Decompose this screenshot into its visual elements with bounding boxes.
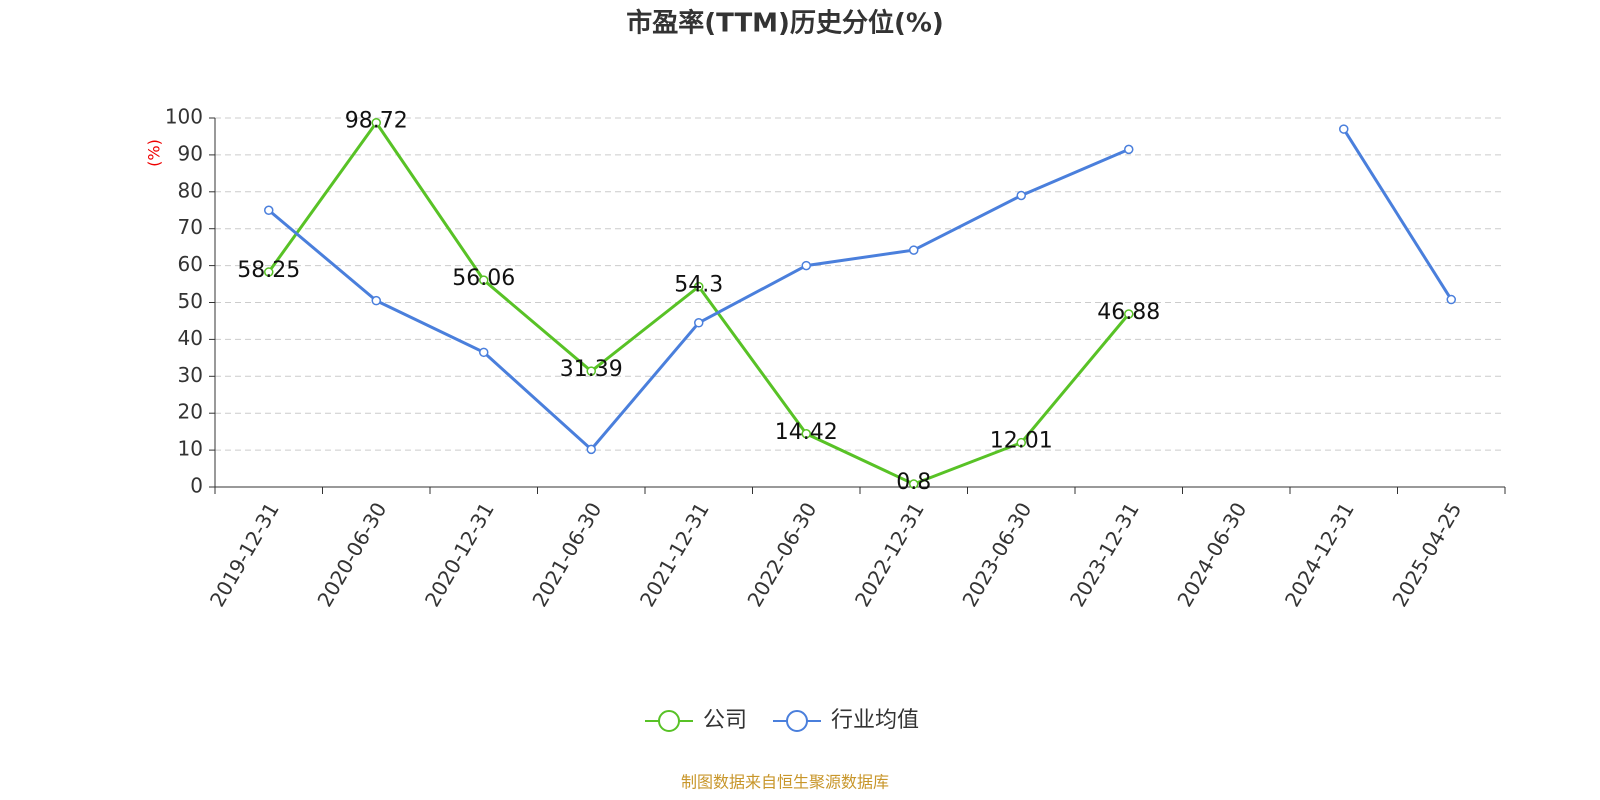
- data-label: 14.42: [775, 420, 838, 445]
- data-point: [586, 366, 596, 376]
- data-point: [909, 245, 919, 255]
- series-line: [1342, 128, 1453, 301]
- y-tick-label: 0: [190, 474, 203, 498]
- data-point: [694, 281, 704, 292]
- data-point: [1124, 309, 1134, 319]
- x-tick-label: 2023-12-31: [1065, 498, 1144, 611]
- legend-label: 公司: [703, 708, 747, 733]
- x-tick-label: 2022-06-30: [742, 498, 821, 611]
- data-label: 98.72: [345, 109, 408, 134]
- y-tick-label: 100: [165, 105, 203, 129]
- data-point: [479, 347, 489, 358]
- data-label: 56.06: [452, 266, 515, 291]
- x-tick-label: 2021-12-31: [635, 498, 714, 611]
- y-tick-label: 60: [178, 252, 203, 276]
- y-tick-label: 90: [178, 141, 203, 165]
- data-label: 12.01: [990, 429, 1053, 454]
- data-label: 46.88: [1097, 300, 1160, 325]
- legend-marker: [786, 710, 808, 732]
- source: 制图数据来自恒生聚源数据库: [681, 773, 889, 792]
- y-axis-label: (%): [145, 139, 164, 167]
- series-line: [267, 147, 1130, 452]
- y-tick-label: 70: [178, 215, 203, 239]
- data-label: 31.39: [560, 357, 623, 382]
- y-tick-label: 10: [178, 437, 203, 461]
- x-tick-label: 2022-12-31: [850, 498, 929, 611]
- y-tick-label: 30: [178, 363, 203, 387]
- x-tick-label: 2020-12-31: [420, 498, 499, 611]
- data-point: [694, 318, 704, 328]
- chart-title: 市盈率(TTM)历史分位(%): [626, 8, 944, 39]
- x-tick-label: 2021-06-30: [527, 498, 606, 611]
- legend-label: 行业均值: [831, 708, 919, 733]
- x-tick-label: 2024-12-31: [1280, 498, 1359, 611]
- data-point: [1446, 294, 1456, 305]
- data-point: [264, 205, 274, 215]
- x-tick-label: 2024-06-30: [1172, 498, 1251, 611]
- y-tick-label: 20: [178, 400, 203, 424]
- data-point: [801, 260, 811, 271]
- data-point: [801, 429, 811, 439]
- data-point: [371, 295, 381, 306]
- y-tick-label: 50: [178, 289, 203, 313]
- y-tick-label: 80: [178, 178, 203, 202]
- data-point: [909, 479, 919, 489]
- data-point: [479, 275, 489, 285]
- data-label: 54.3: [674, 273, 723, 298]
- data-point: [264, 267, 274, 277]
- data-label: 58.25: [237, 258, 300, 283]
- data-point: [1016, 190, 1026, 201]
- data-point: [1339, 124, 1349, 134]
- data-point: [1016, 437, 1026, 448]
- data-point: [371, 117, 381, 128]
- x-tick-label: 2023-06-30: [957, 498, 1036, 611]
- y-tick-label: 40: [178, 326, 203, 350]
- data-point: [1124, 144, 1134, 155]
- x-tick-label: 2019-12-31: [205, 498, 284, 611]
- x-tick-label: 2020-06-30: [312, 498, 391, 611]
- data-label: 0.8: [896, 470, 931, 495]
- data-point: [586, 444, 596, 455]
- legend-marker: [658, 710, 680, 732]
- x-tick-label: 2025-04-25: [1387, 498, 1466, 611]
